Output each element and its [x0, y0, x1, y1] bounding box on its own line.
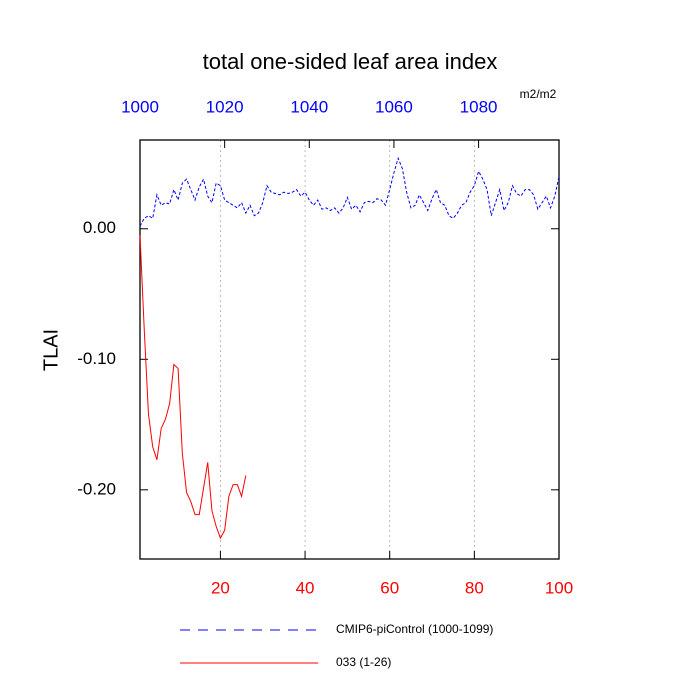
x2-tick-label: 1000	[121, 97, 159, 116]
x2-tick-label: 1040	[290, 97, 328, 116]
y-tick-label: -0.10	[77, 349, 116, 368]
y-tick-label: 0.00	[83, 218, 116, 237]
x2-tick-label: 1080	[460, 97, 498, 116]
chart-title: total one-sided leaf area index	[203, 49, 498, 74]
x-tick-label: 80	[465, 578, 484, 597]
y-axis-label: TLAI	[40, 329, 62, 371]
plot-frame	[139, 139, 560, 560]
x-tick-label: 100	[545, 578, 573, 597]
x2-tick-label: 1020	[206, 97, 244, 116]
x-tick-label: 20	[211, 578, 230, 597]
x2-tick-label: 1060	[375, 97, 413, 116]
series-line	[139, 156, 560, 227]
x-tick-label: 40	[296, 578, 315, 597]
units-label: m2/m2	[520, 87, 557, 101]
y-tick-label: -0.20	[77, 479, 116, 498]
series-line	[139, 235, 247, 540]
x-tick-label: 60	[380, 578, 399, 597]
legend-label: CMIP6-piControl (1000-1099)	[336, 622, 493, 636]
legend-label: 033 (1-26)	[336, 655, 391, 669]
